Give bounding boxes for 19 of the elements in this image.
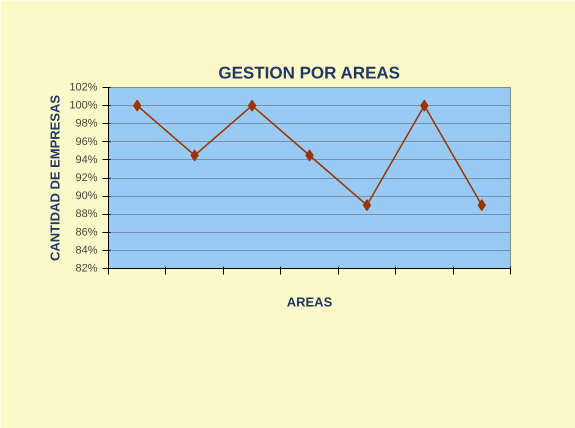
point xyxy=(362,199,372,212)
y-tick-label: 84% xyxy=(75,244,98,256)
point xyxy=(420,100,429,112)
y-tick-label: 94% xyxy=(75,154,98,166)
y-tick-label: 86% xyxy=(75,226,98,238)
chart-title: GESTION POR AREAS xyxy=(218,64,400,82)
point xyxy=(248,100,256,112)
y-tick-label: 90% xyxy=(75,190,98,202)
y-tick-label: 82% xyxy=(75,262,98,274)
y-tick-label: 92% xyxy=(75,172,98,184)
y-tick-label: 100% xyxy=(69,100,98,112)
y-axis-title: CANTIDAD DE EMPRESAS xyxy=(47,94,62,262)
point xyxy=(190,149,199,162)
y-tick-label: 88% xyxy=(75,208,98,220)
point xyxy=(305,149,314,162)
y-tick-label: 96% xyxy=(75,136,98,148)
x-axis-title: AREAS xyxy=(286,294,333,310)
y-tick-label: 98% xyxy=(75,118,98,130)
y-tick-label: 102% xyxy=(69,82,98,94)
